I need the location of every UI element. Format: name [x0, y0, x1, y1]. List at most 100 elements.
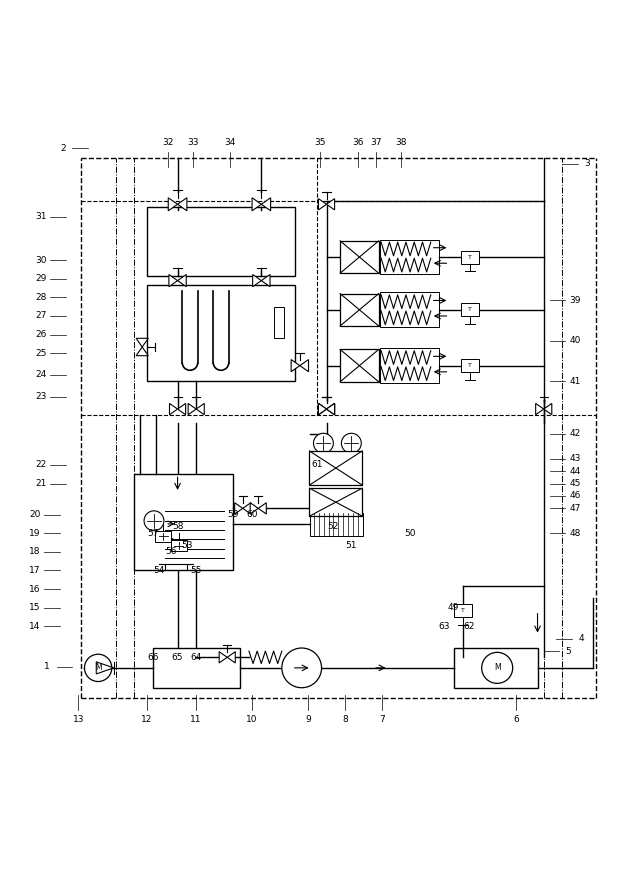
Text: 50: 50 [404, 529, 416, 538]
Text: 59: 59 [228, 510, 239, 519]
Text: 51: 51 [346, 541, 357, 550]
Text: 62: 62 [463, 621, 475, 631]
Bar [153, 648, 239, 689]
Bar [453, 604, 472, 617]
Text: 21: 21 [35, 479, 47, 488]
Text: 24: 24 [35, 371, 47, 379]
Text: 8: 8 [342, 715, 348, 724]
Text: 40: 40 [569, 336, 580, 345]
Text: T: T [468, 308, 472, 312]
Polygon shape [253, 274, 261, 287]
Bar [460, 359, 479, 372]
Text: 28: 28 [35, 293, 47, 302]
Polygon shape [177, 404, 185, 415]
Polygon shape [252, 198, 261, 211]
Bar [340, 241, 379, 274]
Bar [170, 540, 187, 551]
Text: 56: 56 [165, 547, 177, 557]
Text: 36: 36 [352, 138, 363, 147]
Text: 41: 41 [569, 377, 580, 385]
Bar [310, 451, 362, 485]
Text: 16: 16 [29, 585, 40, 593]
Polygon shape [327, 404, 335, 415]
Text: 26: 26 [35, 330, 47, 339]
Text: 33: 33 [187, 138, 199, 147]
Polygon shape [318, 404, 327, 415]
Text: 30: 30 [35, 255, 47, 265]
Polygon shape [169, 274, 177, 287]
Circle shape [282, 648, 322, 688]
Text: 23: 23 [35, 392, 47, 401]
Text: 14: 14 [29, 621, 40, 631]
Bar [340, 294, 379, 326]
Polygon shape [300, 359, 309, 371]
Text: 61: 61 [312, 461, 323, 469]
Text: 44: 44 [569, 467, 580, 475]
Text: 13: 13 [73, 715, 84, 724]
Text: 58: 58 [172, 523, 183, 531]
Text: 38: 38 [395, 138, 407, 147]
Bar [460, 303, 479, 316]
Text: T: T [461, 608, 465, 614]
Text: 4: 4 [578, 635, 584, 643]
Polygon shape [318, 404, 327, 415]
Bar [460, 251, 479, 264]
Text: 47: 47 [569, 504, 580, 513]
Text: T: T [468, 363, 472, 368]
Text: 39: 39 [569, 296, 580, 305]
Circle shape [481, 652, 513, 683]
Text: 49: 49 [448, 603, 460, 612]
Text: 12: 12 [141, 715, 152, 724]
Circle shape [85, 655, 112, 682]
Text: M: M [95, 663, 101, 672]
Circle shape [144, 510, 164, 531]
Polygon shape [544, 404, 552, 415]
Text: 55: 55 [190, 566, 202, 575]
Text: 65: 65 [172, 653, 183, 662]
Bar [134, 475, 233, 571]
Polygon shape [136, 338, 148, 347]
Text: 1: 1 [44, 662, 50, 671]
Polygon shape [219, 652, 227, 663]
Bar [380, 348, 439, 383]
Text: 27: 27 [35, 311, 47, 321]
Polygon shape [169, 198, 177, 211]
Text: 57: 57 [147, 529, 159, 538]
Bar [147, 207, 295, 275]
Text: T: T [468, 254, 472, 260]
Text: 63: 63 [439, 621, 450, 631]
Bar [340, 350, 379, 382]
Text: 48: 48 [569, 529, 580, 538]
Text: 5: 5 [565, 647, 572, 656]
Text: 29: 29 [35, 274, 47, 283]
Bar [380, 293, 439, 327]
Text: 53: 53 [181, 541, 193, 550]
Text: 11: 11 [190, 715, 202, 724]
Polygon shape [261, 198, 271, 211]
Text: 34: 34 [225, 138, 236, 147]
Bar [310, 489, 362, 517]
Text: 22: 22 [35, 461, 47, 469]
Text: 42: 42 [569, 429, 580, 439]
Bar [274, 307, 284, 337]
Polygon shape [136, 347, 148, 356]
Text: 46: 46 [569, 491, 580, 501]
Bar [310, 513, 363, 537]
Text: 9: 9 [305, 715, 311, 724]
Text: 20: 20 [29, 510, 40, 519]
Text: 32: 32 [162, 138, 174, 147]
Text: 45: 45 [569, 479, 580, 488]
Polygon shape [291, 359, 300, 371]
Text: 6: 6 [513, 715, 519, 724]
Text: 2: 2 [60, 144, 65, 153]
Polygon shape [536, 404, 544, 415]
Bar [380, 239, 439, 274]
Text: M: M [494, 663, 501, 672]
Polygon shape [96, 662, 114, 674]
Text: 66: 66 [147, 653, 159, 662]
Polygon shape [227, 652, 235, 663]
Text: 15: 15 [29, 603, 40, 612]
Bar [147, 285, 295, 381]
Polygon shape [258, 503, 266, 514]
Text: 17: 17 [29, 566, 40, 575]
